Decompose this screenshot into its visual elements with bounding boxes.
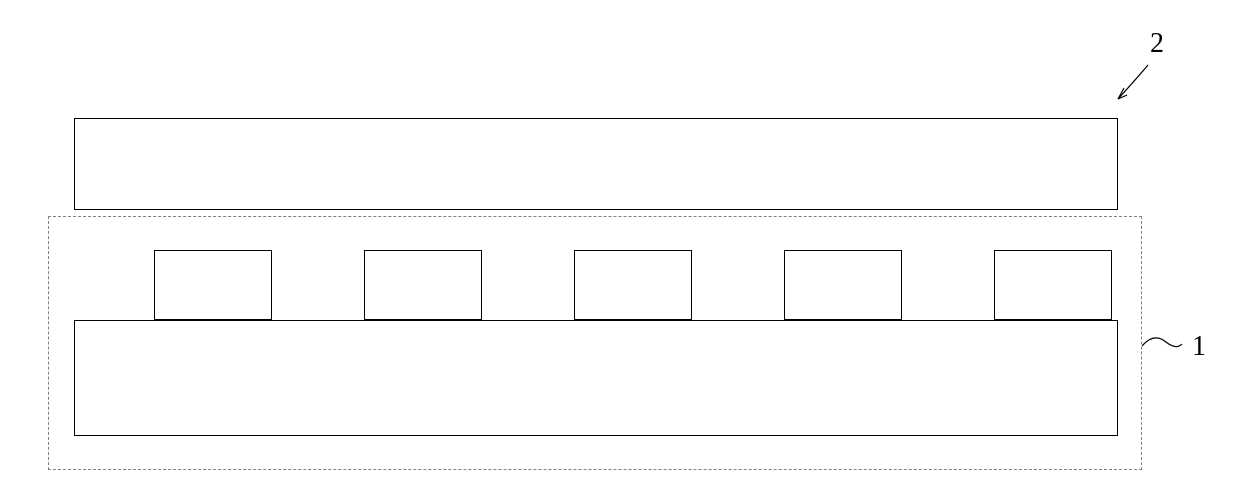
label-1-leader [1142,330,1186,360]
protrusion-rect [994,250,1112,320]
label-2-arrow [1100,55,1160,115]
label-1: 1 [1192,331,1206,363]
diagram-canvas: 2 1 [0,0,1240,501]
protrusion-rect [574,250,692,320]
protrusion-rect [364,250,482,320]
base-substrate-rect [74,320,1118,436]
label-2: 2 [1150,28,1164,60]
protrusion-rect [784,250,902,320]
protrusion-rect [154,250,272,320]
top-layer-rect [74,118,1118,210]
